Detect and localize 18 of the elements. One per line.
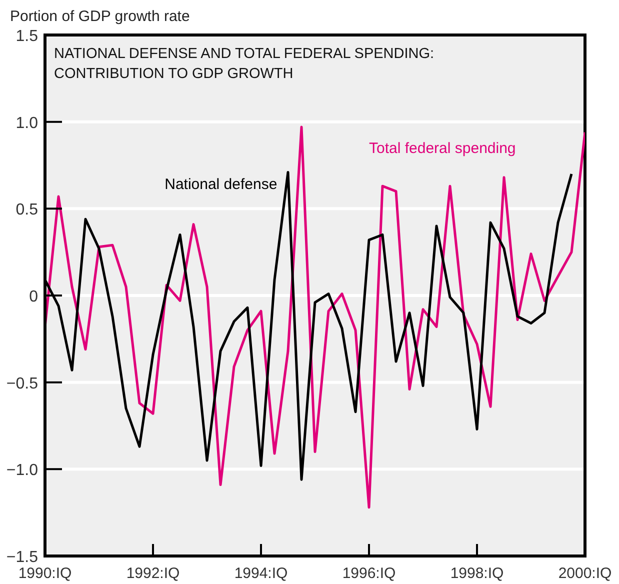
x-tick-label: 1998:IQ [450, 565, 504, 582]
x-tick-label: 1996:IQ [342, 565, 396, 582]
y-tick-label: 1.0 [16, 114, 38, 132]
x-tick-label: 1994:IQ [234, 565, 288, 582]
x-tick-label: 2000:IQ [558, 565, 612, 582]
y-axis-title: Portion of GDP growth rate [10, 8, 190, 25]
x-tick-label: 1992:IQ [126, 565, 180, 582]
y-tick-label: 1.5 [16, 28, 38, 45]
y-tick-label: 0.5 [16, 202, 38, 219]
y-tick-label: −1.0 [6, 462, 38, 480]
y-tick-label: −0.5 [6, 375, 38, 392]
x-tick-label: 1990:IQ [18, 565, 72, 582]
line-series [45, 126, 585, 509]
series-label: National defense [164, 176, 278, 194]
y-tick-label: 0 [29, 288, 38, 306]
series-label: Total federal spending [369, 140, 516, 157]
text: NATIONAL DEFENSE AND TOTAL FEDERAL SPENDING: CONTRIBUTION TO GDP GROWTH [54, 45, 436, 84]
y-tick-label: −1.5 [6, 549, 38, 566]
